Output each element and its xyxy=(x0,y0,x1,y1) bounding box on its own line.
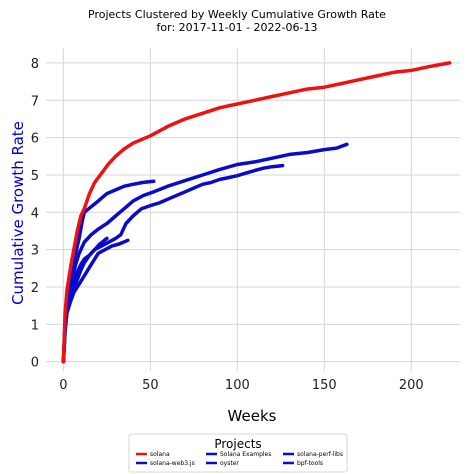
x-axis-title: Weeks xyxy=(228,407,277,425)
legend-label-solana-examples: Solana Examples xyxy=(220,451,271,458)
legend-label-bpf-tools: bpf-tools xyxy=(297,460,323,467)
y-tick-label: 4 xyxy=(31,206,39,221)
x-tick-label: 200 xyxy=(399,378,424,393)
series-line-solana-perf-libs xyxy=(61,142,349,364)
series-line-solana xyxy=(61,61,452,364)
x-tick-labels: 0 50 100 150 200 xyxy=(59,378,423,393)
legend-label-solana: solana xyxy=(150,451,170,458)
y-tick-label: 6 xyxy=(31,132,39,147)
series-lines xyxy=(61,61,452,364)
x-tick-label: 0 xyxy=(59,378,67,393)
legend-label-oyster: oyster xyxy=(220,460,239,467)
y-tick-label: 8 xyxy=(31,57,39,72)
y-tick-label: 3 xyxy=(31,244,39,259)
x-tick-label: 100 xyxy=(225,378,250,393)
legend: Projects solana solana-web3.js Solana Exam… xyxy=(128,433,348,473)
series-line-solana-examples xyxy=(61,163,285,364)
chart-title: Projects Clustered by Weekly Cumulative … xyxy=(88,8,386,21)
y-tick-labels: 0 1 2 3 4 5 6 7 8 xyxy=(31,57,39,371)
legend-label-solana-web3-js: solana-web3.js xyxy=(150,460,195,467)
y-tick-label: 1 xyxy=(31,318,39,333)
y-tick-label: 7 xyxy=(31,94,39,109)
chart-subtitle: for: 2017-11-01 - 2022-06-13 xyxy=(157,21,318,34)
grid-lines xyxy=(46,48,460,371)
x-tick-label: 50 xyxy=(142,378,159,393)
y-tick-label: 0 xyxy=(31,356,39,371)
x-tick-label: 150 xyxy=(312,378,337,393)
y-tick-label: 5 xyxy=(31,169,39,184)
legend-title: Projects xyxy=(214,437,261,451)
y-axis-title: Cumulative Growth Rate xyxy=(9,121,27,305)
legend-label-solana-perf-libs: solana-perf-libs xyxy=(297,451,343,458)
y-tick-label: 2 xyxy=(31,281,39,296)
legend-items: solana solana-web3.js Solana Examples oyste… xyxy=(136,451,343,467)
